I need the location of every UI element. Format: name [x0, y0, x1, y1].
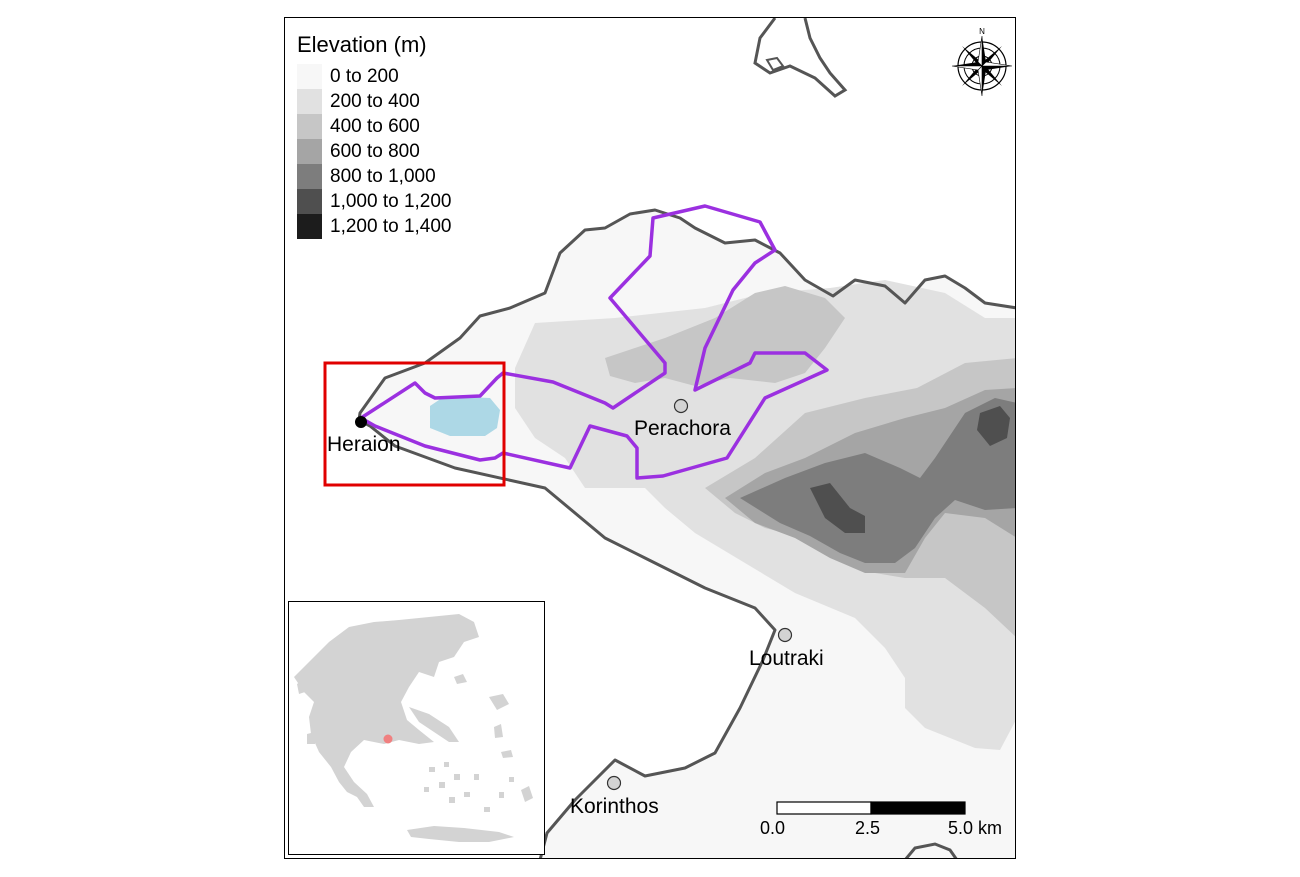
- elevation-band-800-1000: [740, 398, 1015, 563]
- legend-item: 800 to 1,000: [297, 164, 452, 189]
- loutraki-label: Loutraki: [749, 647, 824, 670]
- inset-lesbos: [489, 694, 509, 710]
- legend-swatch: [297, 139, 322, 164]
- coastline-fragment: [904, 842, 958, 858]
- legend-items: 0 to 200 200 to 400 400 to 600 600 to 800 80…: [297, 64, 452, 239]
- scale-label-end: 5.0 km: [948, 818, 1003, 838]
- inset-corfu: [297, 680, 305, 694]
- legend-item: 0 to 200: [297, 64, 452, 89]
- perachora-label: Perachora: [634, 417, 731, 440]
- loutraki-marker: [777, 627, 793, 643]
- inset-greece-mainland: [294, 614, 479, 807]
- island-coastline: [753, 18, 848, 98]
- legend-label: 0 to 200: [330, 65, 399, 87]
- study-area-outline: [359, 204, 829, 480]
- inset-crete: [407, 826, 514, 842]
- inset-limnos: [454, 674, 467, 684]
- inset-map-svg: [294, 614, 533, 842]
- scale-bar-black-segment: [870, 801, 966, 815]
- coastline: [357, 208, 1015, 858]
- legend-label: 200 to 400: [330, 90, 420, 112]
- legend-swatch: [297, 64, 322, 89]
- legend-title: Elevation (m): [297, 32, 427, 57]
- legend-label: 1,000 to 1,200: [330, 190, 452, 212]
- map-frame: N Elevation (m) 0 to 200 200 to 400 400 to…: [284, 17, 1016, 859]
- legend-label: 600 to 800: [330, 140, 420, 162]
- legend-item: 400 to 600: [297, 114, 452, 139]
- legend-label: 400 to 600: [330, 115, 420, 137]
- legend-swatch: [297, 189, 322, 214]
- heraion-marker: [355, 416, 367, 428]
- elevation-band-1000-1200: [977, 406, 1010, 446]
- islet: [765, 56, 785, 72]
- inset-samos: [501, 750, 513, 758]
- perachora-marker: [673, 398, 689, 414]
- korinthos-label: Korinthos: [570, 795, 659, 818]
- elevation-legend: Elevation (m) 0 to 200 200 to 400 400 to 6…: [297, 32, 452, 239]
- compass-rose-icon: N: [951, 27, 1013, 97]
- korinthos-marker: [606, 775, 622, 791]
- legend-label: 1,200 to 1,400: [330, 215, 452, 237]
- legend-swatch: [297, 164, 322, 189]
- inset-euboea: [409, 707, 459, 742]
- scale-label-mid: 2.5: [855, 818, 881, 838]
- scale-label-start: 0.0: [760, 818, 786, 838]
- elevation-map: N: [323, 18, 1015, 858]
- legend-label: 800 to 1,000: [330, 165, 436, 187]
- legend-swatch: [297, 89, 322, 114]
- svg-text:N: N: [979, 27, 985, 36]
- legend-item: 600 to 800: [297, 139, 452, 164]
- inset-chalkidiki: [404, 642, 424, 667]
- inset-rhodes: [521, 786, 533, 802]
- lake: [430, 396, 500, 436]
- elevation-band-1000-1200: [810, 483, 865, 533]
- legend-item: 1,000 to 1,200: [297, 189, 452, 214]
- legend-item: 200 to 400: [297, 89, 452, 114]
- inset-location-marker: [383, 734, 393, 744]
- legend-swatch: [297, 214, 322, 239]
- legend-swatch: [297, 114, 322, 139]
- inset-map: [288, 601, 545, 855]
- inset-kefalonia: [307, 732, 315, 744]
- heraion-label: Heraion: [327, 433, 401, 456]
- inset-cyclades: [424, 762, 514, 812]
- legend-item: 1,200 to 1,400: [297, 214, 452, 239]
- inset-chios: [494, 724, 503, 738]
- scale-bar-white-segment: [776, 801, 872, 815]
- inset-thasos: [449, 630, 457, 638]
- focus-box: [323, 361, 506, 487]
